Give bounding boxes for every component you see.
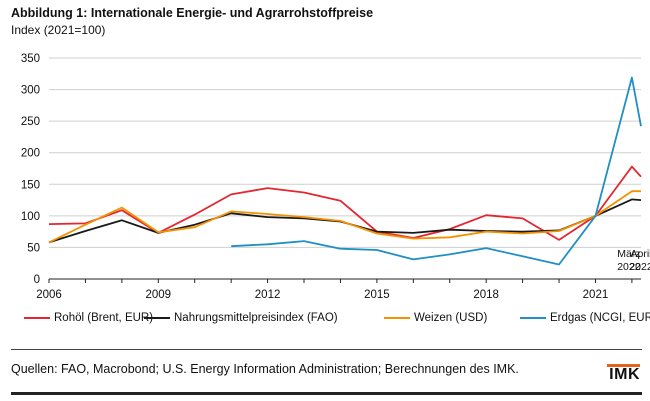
legend-swatch [384,316,410,319]
imk-logo: IMK [609,366,640,383]
legend-swatch [520,316,546,319]
source-divider [11,349,642,350]
logo-accent-bar [607,364,640,367]
annotation-label: 2022 [629,261,650,273]
y-tick-label: 350 [21,53,40,65]
x-tick-label: 2015 [364,289,390,301]
x-tick-label: 2018 [473,289,499,301]
chart-subtitle: Index (2021=100) [11,23,106,37]
x-tick-label: 2021 [583,289,609,301]
chart-title: Abbildung 1: Internationale Energie- und… [11,6,374,20]
line-chart: 0 50 100 150 200 250 300 350 2006 2009 2012 2015 201… [21,53,650,301]
legend-label: Nahrungsmittelpreisindex (FAO) [174,312,338,324]
series-line [231,76,642,266]
legend-item: Rohöl (Brent, EUR) [24,312,153,324]
legend-swatch [24,316,50,319]
y-tick-label: 300 [21,85,40,97]
y-tick-label: 200 [21,148,40,160]
y-tick-label: 250 [21,116,40,128]
annotation-label: 2022 [617,261,641,273]
x-tick-label: 2009 [145,289,171,301]
legend-swatch [144,316,170,319]
legend-item: Erdgas (NCGI, EUR) [520,312,650,324]
legend-item: Weizen (USD) [384,312,487,324]
legend-label: Erdgas (NCGI, EUR) [550,312,650,324]
y-tick-label: 100 [21,211,40,223]
x-tick-label: 2012 [255,289,281,301]
y-tick-label: 150 [21,179,40,191]
annotation-label: April [630,248,650,260]
y-tick-label: 50 [27,242,40,254]
bottom-divider [11,392,642,395]
annotation-label: März [617,248,640,260]
legend-label: Weizen (USD) [414,312,488,324]
legend-item: Nahrungsmittelpreisindex (FAO) [144,312,338,324]
series-line [48,165,642,241]
legend-label: Rohöl (Brent, EUR) [54,312,154,324]
y-tick-label: 0 [34,274,40,286]
source-note: Quellen: FAO, Macrobond; U.S. Energy Inf… [11,362,519,376]
series-line [48,190,641,244]
x-tick-label: 2006 [36,289,62,301]
